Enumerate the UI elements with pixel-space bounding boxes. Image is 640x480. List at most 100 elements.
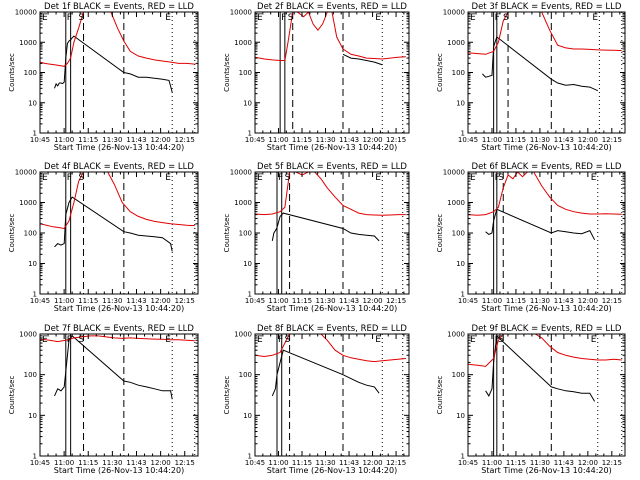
events-series-line — [482, 36, 599, 92]
phase-label: S — [498, 335, 504, 345]
y-tick-label: 10 — [28, 412, 37, 420]
phase-label: E — [257, 13, 263, 23]
phase-label: F — [67, 335, 72, 345]
panel-title: Det 7f BLACK = Events, RED = LLD — [44, 324, 194, 334]
panel-title: Det 1f BLACK = Events, RED = LLD — [44, 2, 194, 12]
y-axis-label: Counts/sec — [8, 53, 16, 92]
phase-label: S — [285, 173, 291, 183]
y-tick-label: 100 — [24, 69, 37, 77]
y-axis-label: Counts/sec — [223, 376, 231, 415]
phase-label: E — [257, 173, 263, 183]
y-axis-label: Counts/sec — [436, 53, 444, 92]
x-axis-label: Start Time (26-Nov-13 10:44:20) — [267, 143, 397, 152]
x-tick-label: 12:00 — [362, 459, 382, 467]
y-tick-label: 10000 — [443, 169, 465, 177]
phase-label: S — [498, 173, 504, 183]
phase-label: F — [67, 13, 72, 23]
y-tick-label: 10 — [28, 260, 37, 268]
x-axis-label: Start Time (26-Nov-13 10:44:20) — [481, 466, 611, 475]
phase-label: E — [470, 13, 476, 23]
y-tick-label: 10 — [243, 260, 252, 268]
x-tick-label: 11:00 — [54, 136, 74, 144]
events-series-line — [54, 35, 173, 93]
x-tick-label: 12:00 — [362, 136, 382, 144]
x-tick-label: 11:43 — [126, 297, 146, 305]
events-series-line — [54, 335, 173, 400]
plot-frame — [254, 171, 410, 295]
lld-series-line — [468, 12, 622, 55]
plot-frame — [39, 333, 199, 457]
plot-frame — [467, 11, 626, 134]
y-tick-label: 10 — [243, 412, 252, 420]
y-tick-label: 10000 — [230, 169, 252, 177]
y-tick-label: 1000 — [234, 39, 252, 47]
y-tick-label: 1000 — [447, 39, 465, 47]
x-tick-label: 11:30 — [530, 136, 550, 144]
phase-label: E — [42, 173, 48, 183]
panel-title: Det 5f BLACK = Events, RED = LLD — [257, 162, 407, 172]
panel-title: Det 4f BLACK = Events, RED = LLD — [44, 162, 194, 172]
x-tick-label: 12:00 — [362, 297, 382, 305]
events-series-line — [342, 53, 383, 66]
x-tick-label: 12:00 — [151, 297, 171, 305]
x-tick-label: 11:00 — [268, 297, 288, 305]
phase-label: F — [495, 335, 500, 345]
panel-title: Det 2f BLACK = Events, RED = LLD — [257, 2, 407, 12]
y-tick-label: 10 — [456, 412, 465, 420]
x-tick-label: 11:43 — [554, 136, 574, 144]
phase-label: F — [495, 173, 500, 183]
y-tick-label: 1 — [461, 130, 465, 138]
x-tick-label: 11:00 — [482, 459, 502, 467]
x-tick-label: 12:15 — [175, 459, 195, 467]
x-tick-label: 11:00 — [268, 459, 288, 467]
x-axis-label: Start Time (26-Nov-13 10:44:20) — [481, 143, 611, 152]
y-tick-label: 1 — [33, 130, 37, 138]
x-tick-label: 12:15 — [386, 136, 406, 144]
x-tick-label: 11:15 — [292, 459, 312, 467]
x-tick-label: 11:00 — [54, 459, 74, 467]
x-axis-label: Start Time (26-Nov-13 10:44:20) — [267, 466, 397, 475]
x-tick-label: 12:15 — [602, 297, 622, 305]
y-tick-label: 100 — [452, 230, 465, 238]
x-tick-label: 11:15 — [506, 136, 526, 144]
x-tick-label: 11:43 — [126, 136, 146, 144]
y-tick-label: 10000 — [15, 9, 37, 17]
y-tick-label: 10 — [243, 99, 252, 107]
lld-series-line — [40, 12, 195, 67]
x-tick-label: 11:15 — [506, 297, 526, 305]
y-tick-label: 1 — [248, 453, 252, 461]
y-axis-label: Counts/sec — [436, 214, 444, 253]
panel-title: Det 9f BLACK = Events, RED = LLD — [472, 324, 622, 334]
x-tick-label: 10:45 — [458, 136, 478, 144]
y-axis-label: Counts/sec — [223, 214, 231, 253]
x-tick-label: 10:45 — [458, 459, 478, 467]
y-tick-label: 1 — [33, 453, 37, 461]
y-axis-label: Counts/sec — [8, 214, 16, 253]
plot-frame — [39, 171, 199, 295]
x-tick-label: 11:00 — [268, 136, 288, 144]
x-tick-label: 11:43 — [554, 459, 574, 467]
lld-series-line — [255, 334, 406, 363]
x-tick-label: 11:30 — [530, 459, 550, 467]
lld-series-line — [40, 172, 195, 230]
x-axis-label: Start Time (26-Nov-13 10:44:20) — [54, 143, 184, 152]
y-axis-label: Counts/sec — [223, 53, 231, 92]
events-series-line — [271, 349, 380, 397]
events-series-line — [485, 334, 596, 402]
x-axis-label: Start Time (26-Nov-13 10:44:20) — [54, 466, 184, 475]
y-tick-label: 100 — [239, 69, 252, 77]
y-tick-label: 100 — [452, 371, 465, 379]
x-tick-label: 11:15 — [292, 297, 312, 305]
phase-label: E — [42, 335, 48, 345]
x-tick-label: 11:30 — [530, 297, 550, 305]
phase-label: S — [288, 13, 294, 23]
y-tick-label: 1000 — [19, 331, 37, 339]
phase-label: S — [79, 335, 85, 345]
phase-label: E — [470, 335, 476, 345]
x-axis-label: Start Time (26-Nov-13 10:44:20) — [267, 304, 397, 313]
plot-frame — [467, 333, 626, 457]
